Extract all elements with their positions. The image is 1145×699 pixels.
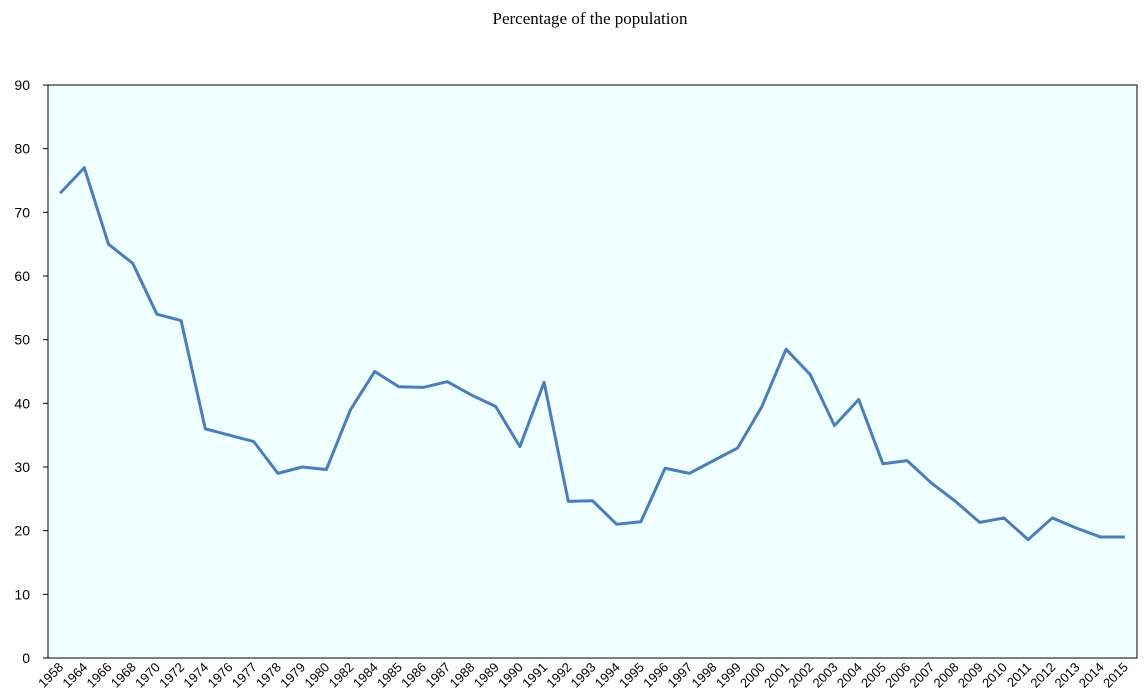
x-tick-label: 1979: [277, 660, 308, 691]
y-tick-label: 30: [14, 459, 30, 475]
x-tick-label: 2008: [931, 660, 962, 691]
y-tick-label: 90: [14, 77, 30, 93]
x-tick-label: 2009: [955, 660, 986, 691]
x-tick-label: 2015: [1100, 660, 1131, 691]
x-tick-label: 1997: [664, 660, 695, 691]
x-tick-label: 2014: [1076, 660, 1107, 691]
x-tick-label: 1978: [253, 660, 284, 691]
x-tick-label: 1985: [374, 660, 405, 691]
x-tick-label: 1974: [180, 660, 211, 691]
x-tick-label: 1982: [326, 660, 357, 691]
y-tick-label: 70: [14, 204, 30, 220]
x-tick-label: 2010: [979, 660, 1010, 691]
x-tick-label: 1970: [132, 660, 163, 691]
x-tick-label: 2002: [785, 660, 816, 691]
x-tick-label: 1992: [543, 660, 574, 691]
line: [59, 166, 1125, 542]
x-tick-label: 1998: [689, 660, 720, 691]
x-tick-label: 1976: [205, 660, 236, 691]
y-tick-label: 80: [14, 141, 30, 157]
x-tick-label: 1991: [519, 660, 550, 691]
x-tick-label: 2004: [834, 660, 865, 691]
y-tick-label: 60: [14, 268, 30, 284]
x-tick-label: 1958: [35, 660, 66, 691]
x-tick-label: 1966: [84, 660, 115, 691]
x-tick-label: 2001: [761, 660, 792, 691]
x-tick-label: 2000: [737, 660, 768, 691]
x-tick-label: 2005: [858, 660, 889, 691]
x-tick-label: 1988: [447, 660, 478, 691]
x-tick-label: 2013: [1052, 660, 1083, 691]
x-tick-label: 1989: [471, 660, 502, 691]
y-tick-label: 10: [14, 586, 30, 602]
x-tick-label: 2003: [810, 660, 841, 691]
x-tick-label: 2006: [882, 660, 913, 691]
x-tick-label: 1996: [640, 660, 671, 691]
x-tick-label: 1980: [301, 660, 332, 691]
y-tick-label: 40: [14, 395, 30, 411]
x-tick-label: 1995: [616, 660, 647, 691]
y-tick-label: 50: [14, 332, 30, 348]
x-tick-label: 1984: [350, 660, 381, 691]
x-tick-label: 2012: [1027, 660, 1058, 691]
x-tick-label: 1987: [422, 660, 453, 691]
x-tick-label: 2007: [906, 660, 937, 691]
x-tick-label: 1990: [495, 660, 526, 691]
y-tick-label: 0: [22, 650, 30, 666]
x-tick-label: 1964: [59, 660, 90, 691]
chart-title: Percentage of the population: [493, 9, 688, 28]
x-tick-label: 2011: [1004, 660, 1034, 690]
x-tick-label: 1999: [713, 660, 744, 691]
x-tick-label: 1972: [156, 660, 187, 691]
x-tick-label: 1986: [398, 660, 429, 691]
x-tick-label: 1993: [568, 660, 599, 691]
x-tick-label: 1968: [108, 660, 139, 691]
plot-area: [47, 84, 1138, 659]
y-tick-label: 20: [14, 523, 30, 539]
x-tick-label: 1994: [592, 660, 623, 691]
x-tick-label: 1977: [229, 660, 260, 691]
